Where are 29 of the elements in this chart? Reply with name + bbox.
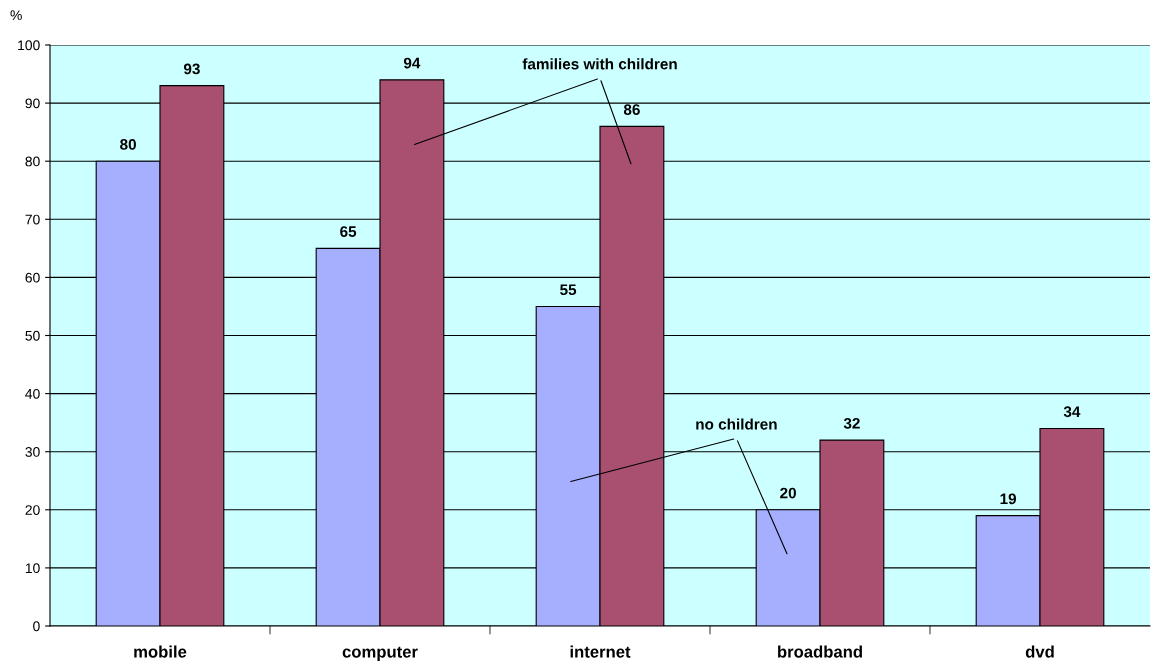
x-tick-label: dvd — [1025, 645, 1054, 658]
y-tick-label: 90 — [25, 98, 40, 109]
y-tick-label: 50 — [25, 330, 40, 341]
y-axis-title: % — [10, 10, 22, 21]
x-tick-label: mobile — [134, 645, 187, 658]
y-tick-label: 0 — [33, 621, 40, 632]
data-label: 32 — [843, 417, 860, 429]
y-tick-label: 10 — [25, 563, 40, 574]
x-tick-label: internet — [570, 645, 631, 658]
data-label: 86 — [623, 104, 640, 115]
text: no children — [696, 418, 777, 430]
x-tick-label: computer — [342, 646, 418, 661]
y-tick-label: 40 — [25, 388, 40, 399]
y-tick-label: 100 — [18, 40, 40, 51]
data-label: 34 — [1063, 406, 1081, 418]
data-label: 65 — [340, 226, 357, 237]
y-tick-label: 80 — [25, 156, 40, 167]
data-label: 94 — [403, 57, 421, 69]
y-tick-label: 20 — [25, 505, 40, 515]
data-label: 93 — [183, 63, 200, 75]
x-tick-label: broadband — [778, 645, 862, 658]
text: families with children — [522, 58, 677, 70]
data-label: 19 — [1000, 493, 1017, 505]
y-tick-label: 30 — [25, 447, 40, 457]
data-label: 80 — [120, 139, 136, 150]
y-tick-label: 70 — [25, 214, 40, 225]
y-tick-label: 60 — [25, 272, 40, 283]
data-label: 55 — [560, 284, 577, 296]
data-label: 20 — [780, 487, 796, 499]
